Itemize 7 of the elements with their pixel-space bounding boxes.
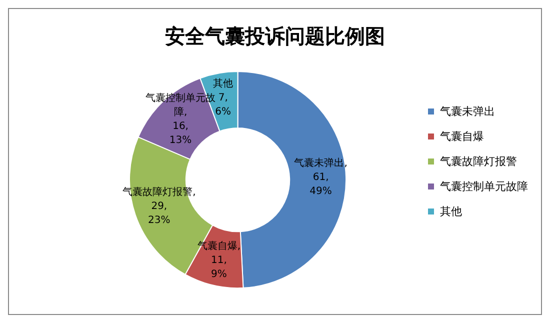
legend-label: 气囊未弹出 [440, 105, 495, 118]
legend-label: 气囊自爆 [440, 130, 484, 143]
data-label: 气囊未弹出, 61, 49% [294, 157, 348, 198]
legend-label: 其他 [440, 205, 462, 218]
legend-label: 气囊故障灯报警 [440, 155, 517, 168]
legend-label: 气囊控制单元故障 [440, 180, 528, 193]
chart-title: 安全气囊投诉问题比例图 [165, 24, 385, 48]
